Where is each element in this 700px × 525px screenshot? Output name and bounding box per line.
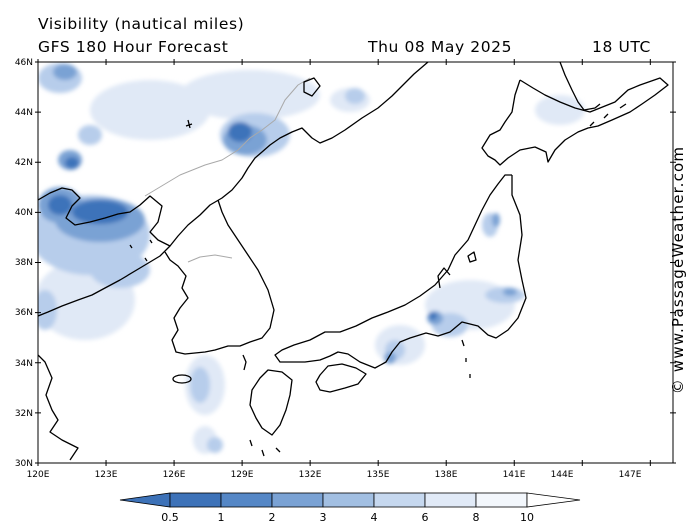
jeju-island: [172, 374, 192, 384]
lat-label-42n: 42N: [15, 158, 33, 168]
russia-island: [185, 119, 193, 129]
north-korea-coast: [169, 62, 429, 247]
forecast-date: Thu 08 May 2025: [368, 38, 513, 56]
lat-label-46n: 46N: [15, 58, 33, 68]
lon-label-132e: 132E: [299, 470, 322, 480]
legend-colorbar: [119, 492, 581, 508]
lat-label-32n: 32N: [15, 409, 33, 419]
kyushu-coast: [249, 369, 293, 436]
korea-coast: [164, 199, 275, 355]
legend-tick-2: 2: [269, 511, 276, 524]
legend-arrow-low: [119, 492, 171, 508]
legend-tick-1: 1: [218, 511, 225, 524]
legend-bin-6: [424, 492, 477, 508]
dmz-line: [187, 254, 233, 263]
forecast-model: GFS 180 Hour Forecast: [38, 38, 229, 56]
lon-ticks: [37, 59, 651, 466]
lon-label-141e: 141E: [503, 470, 526, 480]
lat-label-38n: 38N: [15, 258, 33, 268]
legend-tick-10: 10: [520, 511, 534, 524]
honshu-coast: [274, 174, 527, 369]
legend-tick-4: 4: [371, 511, 378, 524]
sakhalin-coast: [559, 62, 601, 111]
noto-peninsula: [437, 267, 451, 289]
coastlines: [38, 62, 669, 461]
lon-label-147e: 147E: [619, 470, 642, 480]
border-line: [144, 77, 311, 197]
lat-label-40n: 40N: [15, 208, 33, 218]
lon-label-144e: 144E: [551, 470, 574, 480]
ryukyu-islands: [249, 439, 281, 457]
lat-label-36n: 36N: [15, 308, 33, 318]
legend-bin-1: [169, 492, 222, 508]
lat-label-34n: 34N: [15, 359, 33, 369]
legend-bin-3: [271, 492, 324, 508]
sado-island: [467, 251, 477, 263]
china-south-coast: [38, 354, 79, 461]
lat-label-44n: 44N: [15, 108, 33, 118]
khanka-lake: [303, 77, 321, 97]
map-title: Visibility (nautical miles): [38, 15, 245, 33]
tsushima-island: [242, 354, 247, 371]
small-islands: [129, 239, 153, 262]
legend-bin-7: [475, 492, 528, 508]
lon-label-129e: 129E: [231, 470, 254, 480]
lon-label-135e: 135E: [367, 470, 390, 480]
legend-tick-6: 6: [422, 511, 429, 524]
shikoku-coast: [315, 363, 367, 393]
forecast-time: 18 UTC: [592, 38, 651, 56]
legend-bin-4: [322, 492, 375, 508]
lon-label-123e: 123E: [95, 470, 118, 480]
lat-ticks: [35, 61, 676, 464]
legend-tick-0-5: 0.5: [161, 511, 179, 524]
china-coast: [38, 187, 171, 317]
legend-tick-3: 3: [320, 511, 327, 524]
legend-bin-5: [373, 492, 426, 508]
lon-label-126e: 126E: [163, 470, 186, 480]
kuril-islands: [589, 103, 627, 127]
lat-label-30n: 30N: [15, 459, 33, 469]
izu-islands: [461, 339, 471, 378]
lon-label-120e: 120E: [27, 470, 50, 480]
legend-tick-8: 8: [473, 511, 480, 524]
hokkaido-coast: [481, 77, 669, 166]
credit-text: © www.PassageWeather.com: [669, 145, 687, 395]
lon-label-138e: 138E: [435, 470, 458, 480]
visibility-field: [38, 63, 585, 454]
legend-arrow-high: [526, 492, 581, 508]
legend-bin-2: [220, 492, 273, 508]
